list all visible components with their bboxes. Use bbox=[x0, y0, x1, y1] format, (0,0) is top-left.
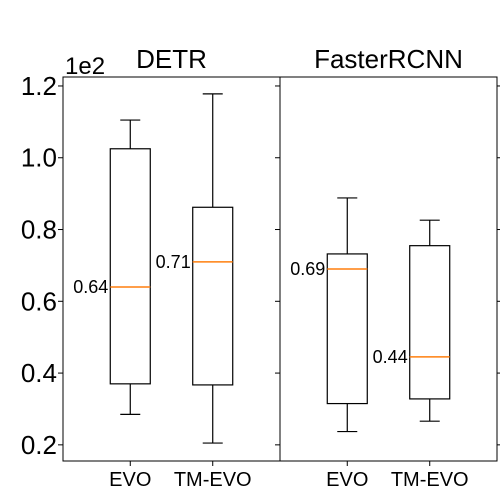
panel-title: DETR bbox=[136, 44, 207, 74]
y-multiplier-label: 1e2 bbox=[65, 53, 105, 80]
x-tick-label: EVO bbox=[326, 469, 368, 491]
x-tick-label: TM-EVO bbox=[391, 469, 469, 491]
y-tick-label: 1.2 bbox=[21, 71, 57, 101]
median-value-label: 0.64 bbox=[73, 277, 108, 297]
x-tick-label: EVO bbox=[109, 469, 151, 491]
panel-title: FasterRCNN bbox=[314, 44, 463, 74]
box bbox=[192, 206, 234, 386]
median-value-label: 0.44 bbox=[373, 347, 408, 367]
panel-frame bbox=[279, 76, 498, 462]
median-value-label: 0.69 bbox=[290, 259, 325, 279]
y-tick-label: 0.2 bbox=[21, 430, 57, 460]
y-tick-label: 0.8 bbox=[21, 215, 57, 245]
y-tick-label: 0.4 bbox=[21, 358, 57, 388]
y-tick-label: 0.6 bbox=[21, 286, 57, 316]
box bbox=[409, 245, 451, 400]
median-value-label: 0.71 bbox=[156, 252, 191, 272]
x-tick-label: TM-EVO bbox=[174, 469, 252, 491]
y-tick-label: 1.0 bbox=[21, 143, 57, 173]
box bbox=[326, 253, 368, 405]
box bbox=[109, 148, 151, 385]
